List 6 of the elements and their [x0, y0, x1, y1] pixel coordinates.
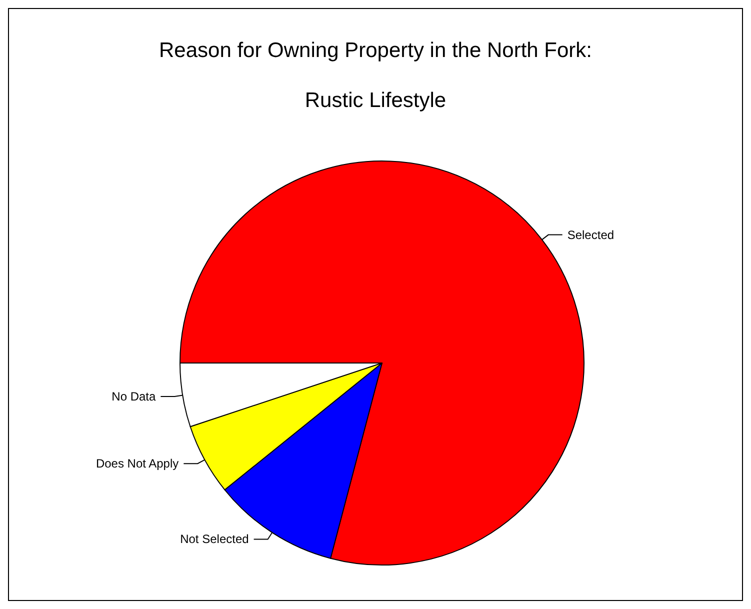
slice-label: No Data	[112, 390, 156, 404]
chart-title: Reason for Owning Property in the North Fork:	[158, 39, 592, 62]
chart-subtitle: Rustic Lifestyle	[304, 89, 446, 112]
slice-label: Selected	[567, 228, 614, 242]
slice-label: Does Not Apply	[96, 456, 179, 471]
slice-label: Not Selected	[180, 532, 249, 546]
